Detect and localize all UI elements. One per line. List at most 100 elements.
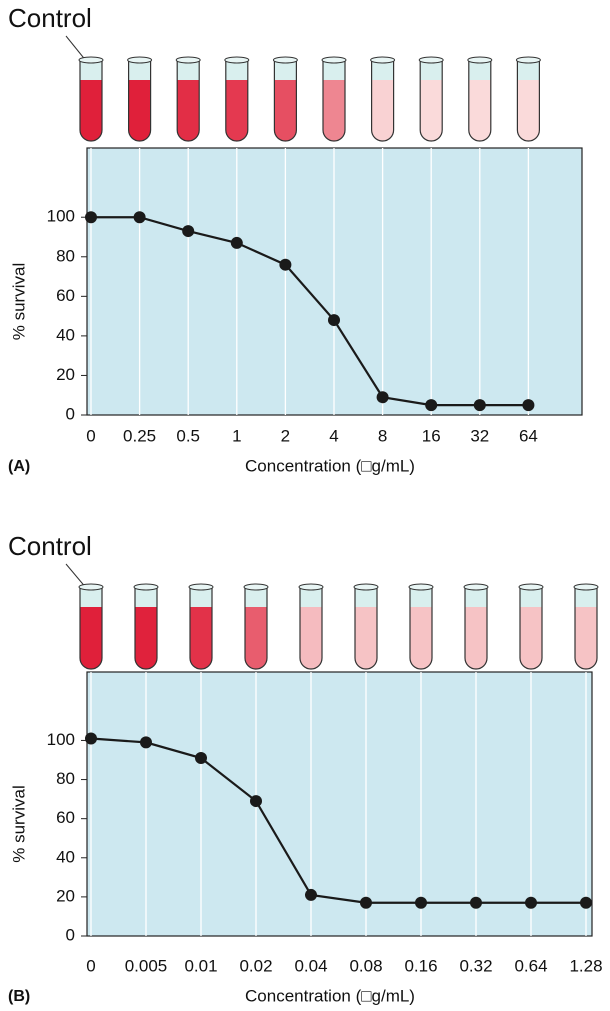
x-tick-label: 1 [232,426,241,445]
tube [468,60,492,142]
tube-air [80,62,102,80]
tube-air [371,62,394,80]
tube-air [465,589,487,607]
tube-air [520,589,542,607]
tube-air [135,589,157,607]
tube-liquid [128,80,151,141]
y-tick-label: 0 [66,925,75,944]
tube [176,60,200,142]
tube-rim [272,56,298,64]
tube-rim [370,56,396,64]
point [425,399,438,412]
x-tick-label: 0.64 [514,956,547,975]
x-tick-label: 0.02 [239,956,272,975]
tube-liquid [80,80,102,141]
point [470,896,482,909]
tube-air [410,589,432,607]
x-tick-label: 4 [329,426,338,445]
x-tick-label: 0 [86,956,95,975]
tube-liquid [465,607,487,669]
point [279,258,292,271]
tube [299,587,323,670]
y-tick-label: 60 [56,808,75,827]
tube [79,587,103,670]
tube-rim [78,56,104,64]
point [525,896,537,909]
point [133,211,146,224]
tube-rim [224,56,250,64]
tube [519,587,543,670]
tube [79,60,103,142]
tube-liquid [274,80,297,141]
x-tick-label: 0.32 [459,956,492,975]
point [305,888,317,901]
x-tick-label: 32 [470,426,489,445]
tube-rim [127,56,153,64]
tube-rim [515,56,541,64]
point [415,896,427,909]
point [230,236,243,249]
tube [189,587,213,670]
tube-liquid [410,607,432,669]
y-tick-label: 40 [56,325,75,344]
tube [322,60,346,142]
y-tick-label: 20 [56,886,75,905]
x-tick-label: 0.5 [176,426,200,445]
tube-rim [188,583,214,591]
tube-liquid [245,607,267,669]
tube-liquid [80,607,102,669]
tube-air [323,62,345,80]
x-tick-label: 2 [281,426,290,445]
tube-air [80,589,102,607]
tube-air [355,589,377,607]
tube [419,60,443,142]
tube [371,60,395,142]
tube-rim [353,583,379,591]
tube-air [517,62,540,80]
panel-label: (A) [8,458,30,475]
panel-label: (B) [8,988,30,1005]
point [85,732,97,745]
tube [273,60,297,142]
x-tick-label: 8 [378,426,387,445]
tube [464,587,488,670]
tube [516,60,540,142]
x-tick-label: 0.25 [123,426,156,445]
point [580,896,592,909]
tube-rim [418,56,444,64]
tube-air [300,589,322,607]
y-tick-label: 100 [47,207,75,226]
tube-liquid [177,80,200,141]
tube-rim [243,583,269,591]
x-axis-title: Concentration (□g/mL) [245,986,415,1005]
tube-air [245,589,267,607]
point [473,399,486,412]
tube [574,587,598,670]
x-tick-label: 1.28 [569,956,602,975]
x-tick-label: 0 [86,426,95,445]
point [328,314,340,327]
y-tick-label: 60 [56,286,75,305]
tube [409,587,433,670]
tube-air [177,62,200,80]
point [360,896,372,909]
point [140,736,152,749]
tube-liquid [468,80,491,141]
x-axis-title: Concentration (□g/mL) [245,456,415,475]
tube-air [128,62,151,80]
line [91,216,529,407]
tube-air [575,589,597,607]
tube-liquid [520,607,542,669]
tube-air [420,62,443,80]
annotation: Control [8,3,92,33]
tube [128,60,152,142]
tube-rim [467,56,493,64]
tube-rim [133,583,159,591]
tube-liquid [300,607,322,669]
plot-area [86,671,593,937]
tube-air [468,62,491,80]
tube-air [225,62,248,80]
point [195,752,207,765]
point [522,399,535,412]
